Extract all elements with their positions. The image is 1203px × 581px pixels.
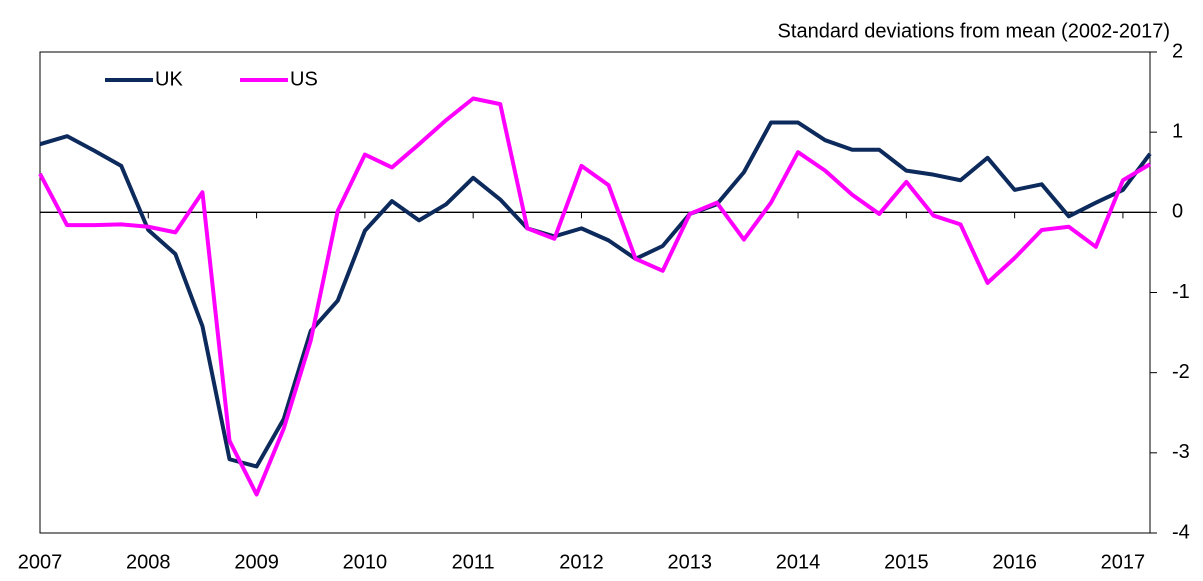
y-tick-label: -4 bbox=[1172, 521, 1190, 543]
y-tick-label: 0 bbox=[1172, 201, 1183, 223]
plot-frame bbox=[39, 51, 1151, 534]
series-line bbox=[38, 96, 1152, 497]
x-tick-label: 2013 bbox=[668, 551, 713, 573]
y-tick-label: -1 bbox=[1172, 281, 1190, 303]
x-tick-label: 2010 bbox=[343, 551, 388, 573]
y-tick-label: 2 bbox=[1172, 40, 1183, 62]
x-tick-label: 2007 bbox=[18, 551, 63, 573]
x-tick-label: 2012 bbox=[559, 551, 604, 573]
x-tick-label: 2008 bbox=[126, 551, 171, 573]
x-tick-label: 2017 bbox=[1101, 551, 1146, 573]
y-tick-label: 1 bbox=[1172, 120, 1183, 142]
x-tick-label: 2011 bbox=[452, 551, 495, 573]
series-line bbox=[39, 120, 1152, 469]
y-tick-label: -3 bbox=[1172, 441, 1190, 463]
x-tick-label: 2009 bbox=[234, 551, 279, 573]
x-tick-label: 2014 bbox=[776, 551, 821, 573]
legend-label: US bbox=[290, 68, 318, 90]
x-tick-label: 2015 bbox=[884, 551, 929, 573]
x-tick-label: 2016 bbox=[992, 551, 1037, 573]
legend-label: UK bbox=[155, 68, 183, 90]
y-axis-label: Standard deviations from mean (2002-2017… bbox=[778, 20, 1170, 42]
y-tick-label: -2 bbox=[1172, 361, 1190, 383]
